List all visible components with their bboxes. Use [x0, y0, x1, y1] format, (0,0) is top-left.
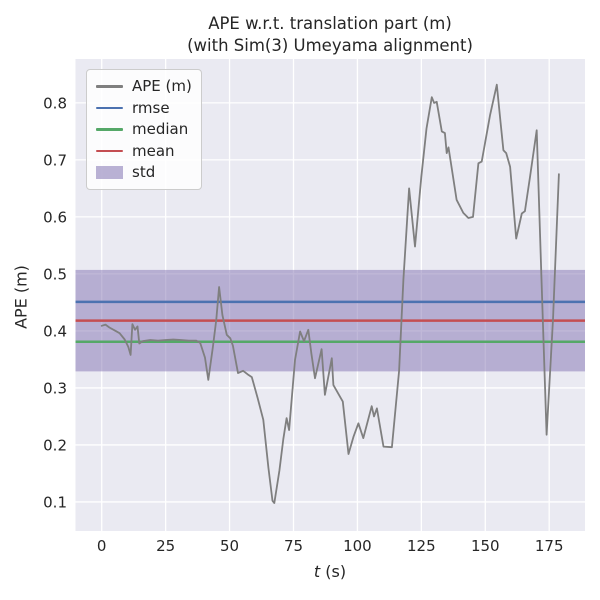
legend-label: median [132, 120, 189, 138]
legend-label: mean [132, 141, 175, 160]
legend-swatch-icon [96, 106, 123, 110]
ape-curve [100, 83, 560, 505]
legend-item-rmse: rmse [96, 98, 192, 117]
x-axis-label-unit: (s) [320, 562, 347, 581]
x-tick-label: 100 [343, 537, 372, 555]
legend-item-median: median [96, 121, 192, 138]
x-tick-label: 25 [156, 537, 175, 555]
legend-label: APE (m) [132, 77, 192, 95]
legend-label: rmse [132, 98, 170, 117]
x-tick-label: 150 [471, 537, 500, 555]
y-axis-label: APE (m) [11, 265, 31, 329]
y-tick-label: 0.4 [43, 322, 67, 340]
x-tick-label: 0 [97, 537, 107, 555]
chart-title-line2: (with Sim(3) Umeyama alignment) [187, 35, 473, 55]
y-tick-label: 0.3 [43, 379, 67, 397]
x-tick-label: 125 [407, 537, 436, 555]
y-tick-label: 0.7 [43, 151, 67, 169]
legend-item-ape-m-: APE (m) [96, 78, 192, 95]
x-tick-label: 75 [284, 537, 303, 555]
legend-swatch-icon [96, 85, 123, 88]
legend-item-mean: mean [96, 141, 192, 160]
legend-swatch-icon [96, 149, 123, 153]
legend-label: std [132, 163, 156, 181]
chart-title: APE w.r.t. translation part (m) (with Si… [75, 13, 585, 56]
y-tick-label: 0.8 [43, 94, 67, 112]
x-tick-label: 175 [535, 537, 564, 555]
legend: APE (m) rmse median mean std [86, 69, 202, 190]
y-tick-label: 0.5 [43, 265, 67, 283]
legend-swatch-icon [96, 128, 123, 131]
legend-swatch-icon [96, 166, 123, 179]
legend-item-std: std [96, 164, 192, 181]
x-axis-label-variable: t [313, 562, 321, 581]
chart-title-line1: APE w.r.t. translation part (m) [208, 14, 452, 33]
y-tick-label: 0.1 [43, 493, 67, 511]
y-tick-label: 0.6 [43, 208, 67, 226]
y-tick-label: 0.2 [43, 436, 67, 454]
x-tick-label: 50 [220, 537, 239, 555]
x-axis-label: t (s) [75, 562, 585, 581]
